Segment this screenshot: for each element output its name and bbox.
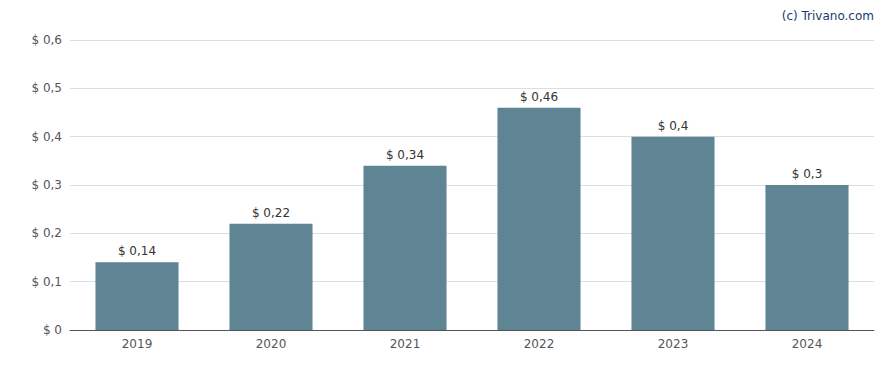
svg-text:$ 0,4: $ 0,4 (31, 130, 62, 144)
svg-text:$ 0,3: $ 0,3 (31, 178, 62, 192)
svg-text:$ 0,46: $ 0,46 (520, 90, 558, 104)
svg-text:$ 0,5: $ 0,5 (31, 81, 62, 95)
svg-text:(c) Trivano.com: (c) Trivano.com (782, 9, 874, 23)
svg-text:$ 0,6: $ 0,6 (31, 33, 62, 47)
svg-text:2021: 2021 (390, 337, 421, 351)
svg-text:2019: 2019 (122, 337, 153, 351)
svg-text:$ 0,4: $ 0,4 (658, 119, 689, 133)
svg-text:2024: 2024 (792, 337, 823, 351)
svg-text:2022: 2022 (524, 337, 555, 351)
svg-text:2020: 2020 (256, 337, 287, 351)
svg-text:$ 0: $ 0 (43, 323, 62, 337)
svg-text:$ 0,3: $ 0,3 (792, 167, 823, 181)
svg-text:2023: 2023 (658, 337, 689, 351)
svg-text:$ 0,2: $ 0,2 (31, 226, 62, 240)
svg-text:$ 0,34: $ 0,34 (386, 148, 424, 162)
svg-text:$ 0,14: $ 0,14 (118, 244, 156, 258)
svg-text:$ 0,1: $ 0,1 (31, 275, 62, 289)
svg-text:$ 0,22: $ 0,22 (252, 206, 290, 220)
